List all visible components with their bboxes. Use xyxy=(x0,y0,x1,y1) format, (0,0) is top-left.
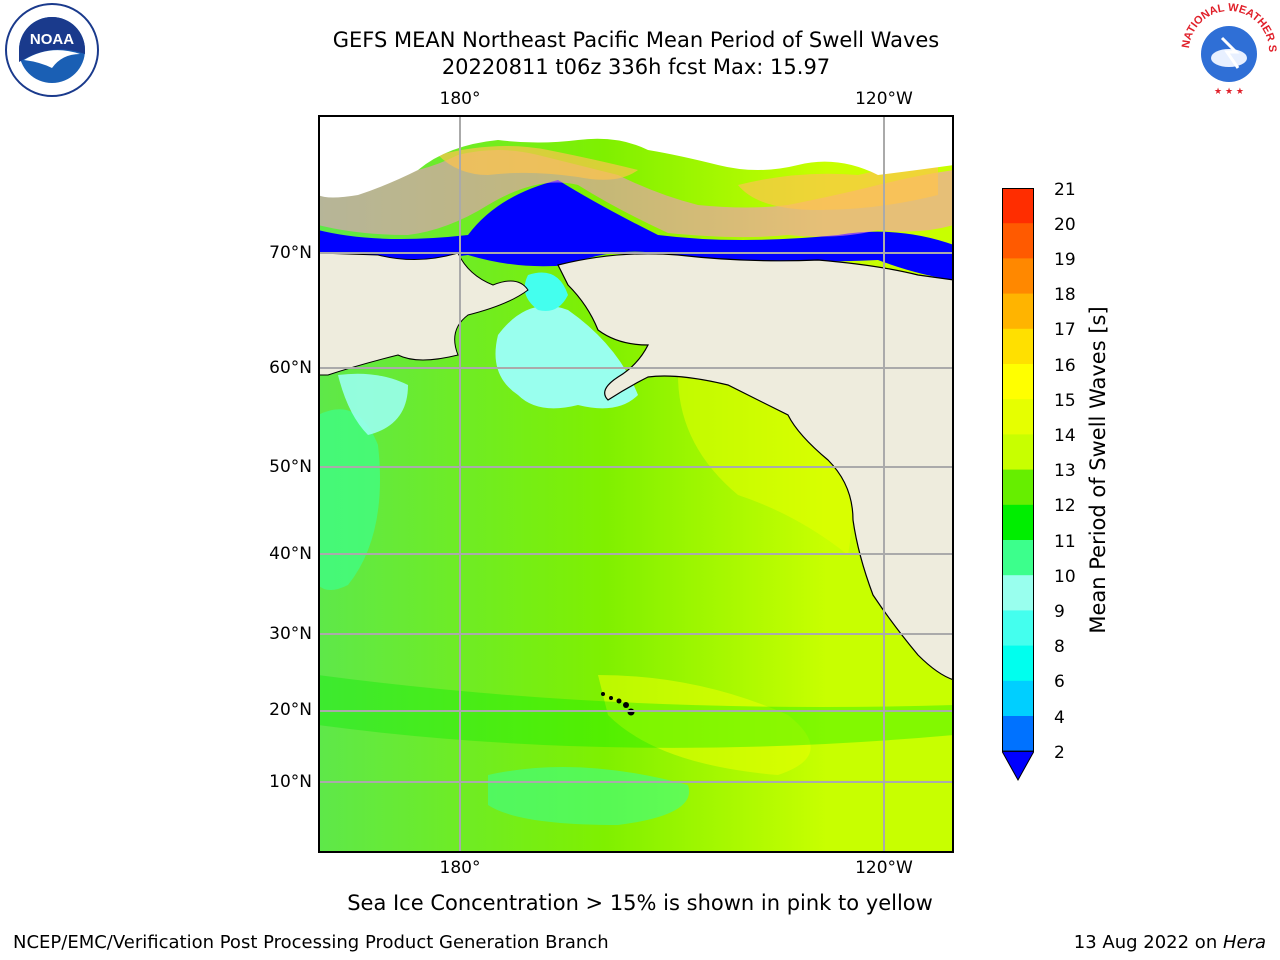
map-plot xyxy=(317,115,955,853)
cb-tick-11: 11 xyxy=(1054,532,1076,552)
noaa-logo: NOAA xyxy=(2,2,102,98)
colorbar-band-12 xyxy=(1002,469,1034,506)
nws-logo: NATIONAL WEATHER SERVICE ★ ★ ★ xyxy=(1176,0,1278,100)
colorbar-band-9 xyxy=(1002,575,1034,611)
colorbar-band-10 xyxy=(1002,540,1034,576)
colorbar-band-20 xyxy=(1002,188,1034,224)
sea-ice-note: Sea Ice Concentration > 15% is shown in … xyxy=(347,891,933,915)
land-north-america xyxy=(557,253,955,681)
sea-ice-yellow xyxy=(438,146,638,180)
lat-label-40n: 40°N xyxy=(269,544,312,564)
cb-tick-21: 21 xyxy=(1054,180,1076,200)
lat-label-70n: 70°N xyxy=(269,243,312,263)
sea-ice-yellow-east xyxy=(738,165,938,210)
open-arctic-white xyxy=(318,115,954,198)
colorbar-band-15 xyxy=(1002,364,1034,400)
colorbar-band-6 xyxy=(1002,645,1034,682)
colorbar-svg xyxy=(1001,188,1035,782)
lat-label-20n: 20°N xyxy=(269,700,312,720)
arctic-blue-region xyxy=(318,180,954,280)
lon-label-bottom-120w: 120°W xyxy=(855,858,913,878)
cb-tick-16: 16 xyxy=(1054,356,1076,376)
lon-label-top-120w: 120°W xyxy=(855,89,913,109)
colorbar-title: Mean Period of Swell Waves [s] xyxy=(1086,306,1110,634)
colorbar-outline xyxy=(1002,188,1034,752)
cb-tick-4: 4 xyxy=(1054,708,1065,728)
footer-credit: NCEP/EMC/Verification Post Processing Pr… xyxy=(13,932,609,953)
cb-tick-12: 12 xyxy=(1054,496,1076,516)
cb-tick-19: 19 xyxy=(1054,250,1076,270)
cb-tick-18: 18 xyxy=(1054,285,1076,305)
bering-cyan-core xyxy=(524,272,568,311)
colorbar-band-8 xyxy=(1002,610,1034,647)
lat-label-60n: 60°N xyxy=(269,358,312,378)
lon-label-bottom-180: 180° xyxy=(439,858,481,878)
swell-patch-yellow xyxy=(598,675,811,775)
colorbar-band-14 xyxy=(1002,399,1034,435)
footer-date: 13 Aug 2022 on Hera xyxy=(1074,932,1266,954)
svg-text:NOAA: NOAA xyxy=(30,31,74,48)
swell-patch-west xyxy=(318,409,380,590)
cb-tick-15: 15 xyxy=(1054,391,1076,411)
aleutian-cyan xyxy=(338,373,408,435)
cb-tick-8: 8 xyxy=(1054,637,1065,657)
graticule xyxy=(318,115,954,853)
cb-tick-13: 13 xyxy=(1054,461,1076,481)
cb-tick-9: 9 xyxy=(1054,602,1065,622)
colorbar-band-16 xyxy=(1002,328,1034,365)
colorbar-extend-triangle xyxy=(1001,750,1035,782)
colorbar-band-18 xyxy=(1002,258,1034,295)
colorbar-band-2 xyxy=(1002,716,1034,752)
colorbar xyxy=(1001,188,1035,782)
svg-text:★ ★ ★: ★ ★ ★ xyxy=(1214,87,1244,97)
footer-date-text: 13 Aug 2022 on xyxy=(1073,932,1223,953)
cb-tick-2: 2 xyxy=(1054,743,1065,763)
footer-host: Hera xyxy=(1222,932,1266,953)
cb-tick-10: 10 xyxy=(1054,567,1076,587)
cb-tick-14: 14 xyxy=(1054,426,1076,446)
chart-subtitle: 20220811 t06z 336h fcst Max: 15.97 xyxy=(441,55,831,79)
colorbar-band-4 xyxy=(1002,680,1034,717)
cb-tick-20: 20 xyxy=(1054,215,1076,235)
chart-title: GEFS MEAN Northeast Pacific Mean Period … xyxy=(332,28,940,52)
lon-label-top-180: 180° xyxy=(439,89,481,109)
colorbar-band-13 xyxy=(1002,434,1034,471)
cb-tick-17: 17 xyxy=(1054,320,1076,340)
lat-label-30n: 30°N xyxy=(269,624,312,644)
colorbar-band-17 xyxy=(1002,293,1034,330)
lat-label-10n: 10°N xyxy=(269,772,312,792)
cb-tick-6: 6 xyxy=(1054,672,1065,692)
colorbar-band-11 xyxy=(1002,504,1034,541)
bering-shortperiod-region xyxy=(495,305,638,409)
lat-label-50n: 50°N xyxy=(269,457,312,477)
colorbar-band-19 xyxy=(1002,223,1034,259)
map-svg xyxy=(317,115,955,853)
